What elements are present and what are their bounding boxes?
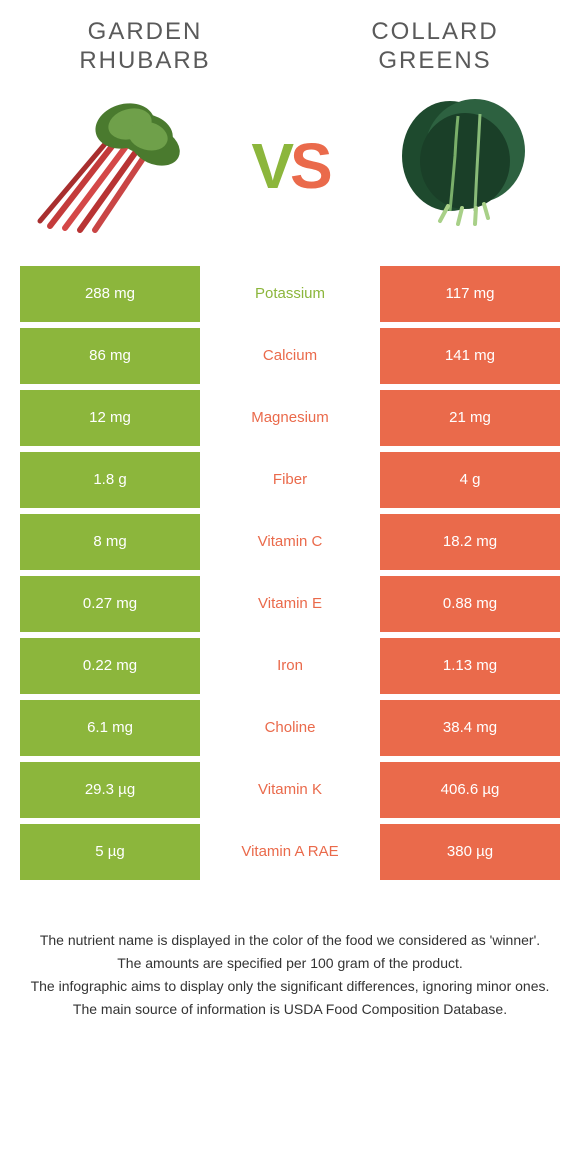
table-row: 6.1 mgCholine38.4 mg — [20, 700, 560, 756]
nutrient-table: 288 mgPotassium117 mg86 mgCalcium141 mg1… — [20, 266, 560, 880]
footer-line1: The nutrient name is displayed in the co… — [30, 930, 550, 951]
nutrient-label: Magnesium — [200, 390, 380, 446]
food1-title-line2: rhubarb — [79, 47, 210, 74]
value-right: 380 µg — [380, 824, 560, 880]
images-row: VS — [0, 86, 580, 266]
value-right: 4 g — [380, 452, 560, 508]
value-left: 288 mg — [20, 266, 200, 322]
food2-title-line1: Collard — [371, 18, 498, 45]
food2-title-line2: greens — [378, 47, 491, 74]
table-row: 86 mgCalcium141 mg — [20, 328, 560, 384]
footer-line4: The main source of information is USDA F… — [30, 999, 550, 1020]
vs-s: S — [290, 130, 329, 202]
nutrient-label: Choline — [200, 700, 380, 756]
value-left: 1.8 g — [20, 452, 200, 508]
nutrient-label: Fiber — [200, 452, 380, 508]
value-right: 117 mg — [380, 266, 560, 322]
vs-v: V — [251, 130, 290, 202]
table-row: 5 µgVitamin A RAE380 µg — [20, 824, 560, 880]
value-left: 0.27 mg — [20, 576, 200, 632]
rhubarb-image — [30, 96, 200, 236]
nutrient-label: Iron — [200, 638, 380, 694]
nutrient-label: Vitamin E — [200, 576, 380, 632]
table-row: 12 mgMagnesium21 mg — [20, 390, 560, 446]
value-right: 1.13 mg — [380, 638, 560, 694]
table-row: 29.3 µgVitamin K406.6 µg — [20, 762, 560, 818]
nutrient-label: Vitamin A RAE — [200, 824, 380, 880]
table-row: 288 mgPotassium117 mg — [20, 266, 560, 322]
value-left: 12 mg — [20, 390, 200, 446]
value-left: 29.3 µg — [20, 762, 200, 818]
collard-image — [380, 96, 550, 236]
value-left: 86 mg — [20, 328, 200, 384]
table-row: 0.22 mgIron1.13 mg — [20, 638, 560, 694]
value-left: 0.22 mg — [20, 638, 200, 694]
value-left: 8 mg — [20, 514, 200, 570]
value-right: 21 mg — [380, 390, 560, 446]
value-right: 18.2 mg — [380, 514, 560, 570]
value-right: 0.88 mg — [380, 576, 560, 632]
value-right: 141 mg — [380, 328, 560, 384]
nutrient-label: Potassium — [200, 266, 380, 322]
value-left: 5 µg — [20, 824, 200, 880]
value-left: 6.1 mg — [20, 700, 200, 756]
nutrient-label: Calcium — [200, 328, 380, 384]
nutrient-label: Vitamin K — [200, 762, 380, 818]
footer-line2: The amounts are specified per 100 gram o… — [30, 953, 550, 974]
value-right: 38.4 mg — [380, 700, 560, 756]
table-row: 0.27 mgVitamin E0.88 mg — [20, 576, 560, 632]
vs-label: VS — [251, 129, 328, 203]
table-row: 8 mgVitamin C18.2 mg — [20, 514, 560, 570]
table-row: 1.8 gFiber4 g — [20, 452, 560, 508]
value-right: 406.6 µg — [380, 762, 560, 818]
nutrient-label: Vitamin C — [200, 514, 380, 570]
food2-title: Collard greens — [320, 18, 550, 76]
footer-notes: The nutrient name is displayed in the co… — [0, 930, 580, 1020]
footer-line3: The infographic aims to display only the… — [30, 976, 550, 997]
header: Garden rhubarb Collard greens — [0, 0, 580, 86]
food1-title: Garden rhubarb — [30, 18, 260, 76]
food1-title-line1: Garden — [88, 18, 203, 45]
